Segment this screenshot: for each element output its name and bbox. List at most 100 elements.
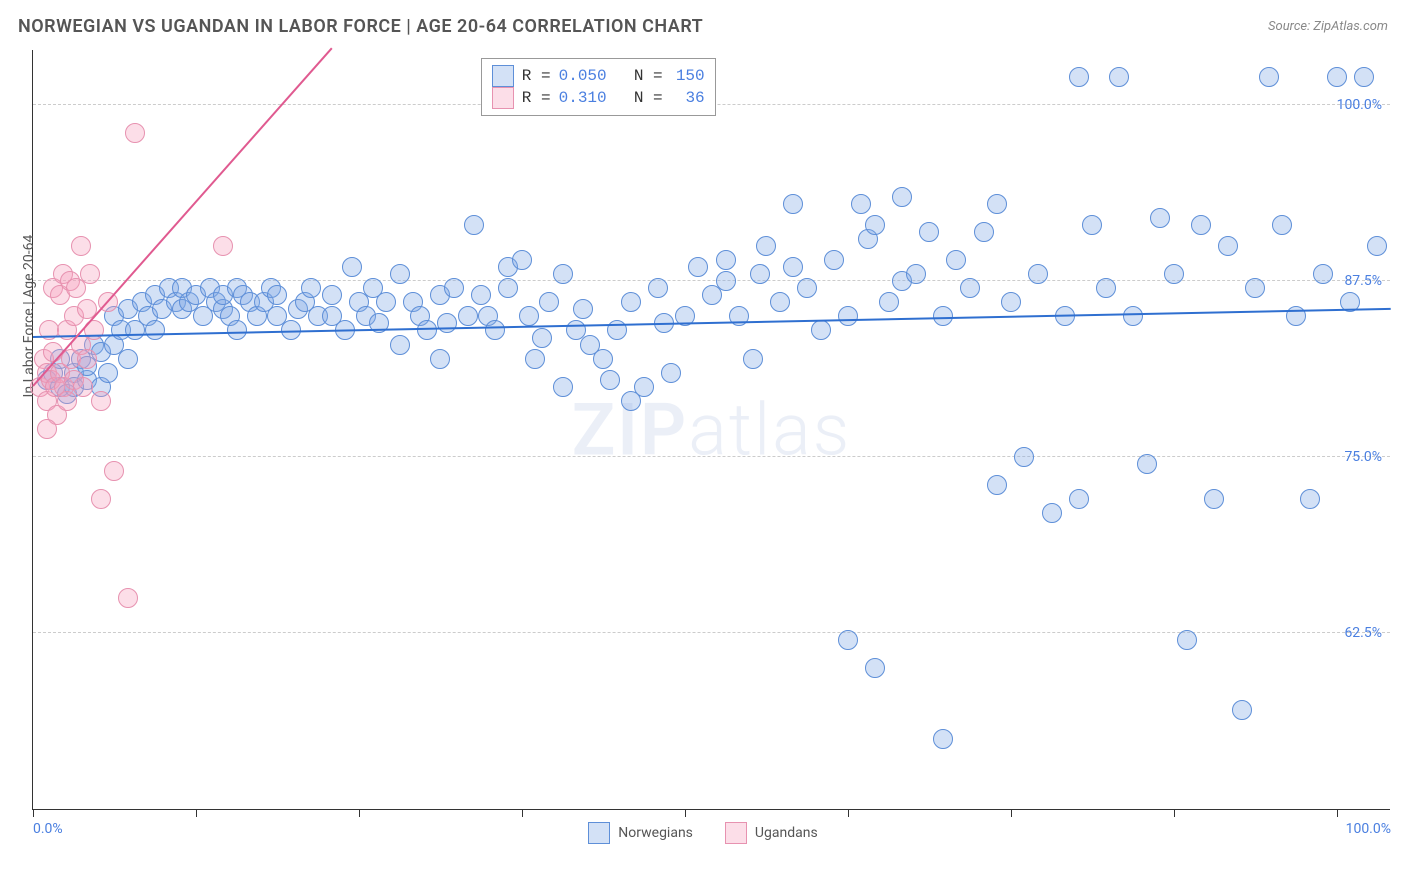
data-point: [824, 250, 844, 270]
title-bar: NORWEGIAN VS UGANDAN IN LABOR FORCE | AG…: [0, 0, 1406, 42]
data-point: [783, 257, 803, 277]
stats-r-label: R =: [522, 89, 551, 107]
legend-label: Norwegians: [618, 825, 693, 841]
data-point: [716, 250, 736, 270]
data-point: [621, 292, 641, 312]
data-point: [1259, 67, 1279, 87]
data-point: [1069, 67, 1089, 87]
data-point: [906, 264, 926, 284]
data-point: [1123, 306, 1143, 326]
data-point: [688, 257, 708, 277]
data-point: [593, 349, 613, 369]
stats-r-value: 0.050: [559, 67, 607, 85]
data-point: [919, 222, 939, 242]
data-point: [519, 306, 539, 326]
data-point: [892, 187, 912, 207]
stats-row: R = 0.310 N = 36: [492, 87, 705, 109]
data-point: [987, 194, 1007, 214]
data-point: [71, 236, 91, 256]
data-point: [634, 377, 654, 397]
data-point: [1150, 208, 1170, 228]
data-point: [37, 419, 57, 439]
data-point: [865, 215, 885, 235]
data-point: [98, 363, 118, 383]
data-point: [851, 194, 871, 214]
data-point: [1028, 264, 1048, 284]
data-point: [390, 335, 410, 355]
data-point: [865, 658, 885, 678]
data-point: [1096, 278, 1116, 298]
x-tick: [685, 809, 686, 817]
data-point: [1014, 447, 1034, 467]
legend-label: Ugandans: [755, 825, 818, 841]
data-point: [1232, 700, 1252, 720]
data-point: [1137, 454, 1157, 474]
x-tick: [1337, 809, 1338, 817]
data-point: [512, 250, 532, 270]
data-point: [437, 313, 457, 333]
watermark: ZIPatlas: [572, 387, 852, 472]
data-point: [1164, 264, 1184, 284]
data-point: [838, 306, 858, 326]
data-point: [77, 349, 97, 369]
plot-area: In Labor Force | Age 20-64 ZIPatlas 62.5…: [32, 50, 1390, 810]
data-point: [960, 278, 980, 298]
data-point: [430, 349, 450, 369]
stats-n-value: 150: [671, 67, 705, 85]
data-point: [1001, 292, 1021, 312]
data-point: [458, 306, 478, 326]
data-point: [80, 264, 100, 284]
x-tick: [522, 809, 523, 817]
data-point: [118, 588, 138, 608]
y-tick-label: 75.0%: [1344, 449, 1382, 465]
legend-swatch: [588, 822, 610, 844]
y-tick-label: 100.0%: [1337, 97, 1382, 113]
chart-container: NORWEGIAN VS UGANDAN IN LABOR FORCE | AG…: [0, 0, 1406, 892]
stats-r-label: R =: [522, 67, 551, 85]
data-point: [390, 264, 410, 284]
data-point: [1218, 236, 1238, 256]
data-point: [125, 123, 145, 143]
data-point: [946, 250, 966, 270]
stats-n-value: 36: [671, 89, 705, 107]
data-point: [104, 461, 124, 481]
y-tick-label: 87.5%: [1344, 273, 1382, 289]
data-point: [797, 278, 817, 298]
data-point: [1300, 489, 1320, 509]
data-point: [267, 285, 287, 305]
gridline: [33, 456, 1390, 457]
data-point: [91, 391, 111, 411]
data-point: [648, 278, 668, 298]
stats-legend: R = 0.050 N = 150R = 0.310 N = 36: [481, 58, 716, 116]
data-point: [485, 320, 505, 340]
data-point: [1177, 630, 1197, 650]
source-label: Source: ZipAtlas.com: [1268, 19, 1388, 34]
data-point: [227, 320, 247, 340]
data-point: [1109, 67, 1129, 87]
legend-item: Ugandans: [725, 822, 818, 844]
y-axis-title: In Labor Force | Age 20-64: [21, 234, 37, 397]
data-point: [532, 328, 552, 348]
data-point: [770, 292, 790, 312]
x-tick: [848, 809, 849, 817]
watermark-light: atlas: [688, 387, 851, 472]
data-point: [498, 278, 518, 298]
data-point: [1313, 264, 1333, 284]
x-tick: [33, 809, 34, 817]
data-point: [145, 320, 165, 340]
stats-row: R = 0.050 N = 150: [492, 65, 705, 87]
data-point: [974, 222, 994, 242]
data-point: [444, 278, 464, 298]
data-point: [743, 349, 763, 369]
data-point: [118, 349, 138, 369]
data-point: [1272, 215, 1292, 235]
data-point: [213, 236, 233, 256]
data-point: [73, 377, 93, 397]
data-point: [1042, 503, 1062, 523]
data-point: [879, 292, 899, 312]
data-point: [1245, 278, 1265, 298]
data-point: [417, 320, 437, 340]
data-point: [1354, 67, 1374, 87]
data-point: [716, 271, 736, 291]
data-point: [756, 236, 776, 256]
